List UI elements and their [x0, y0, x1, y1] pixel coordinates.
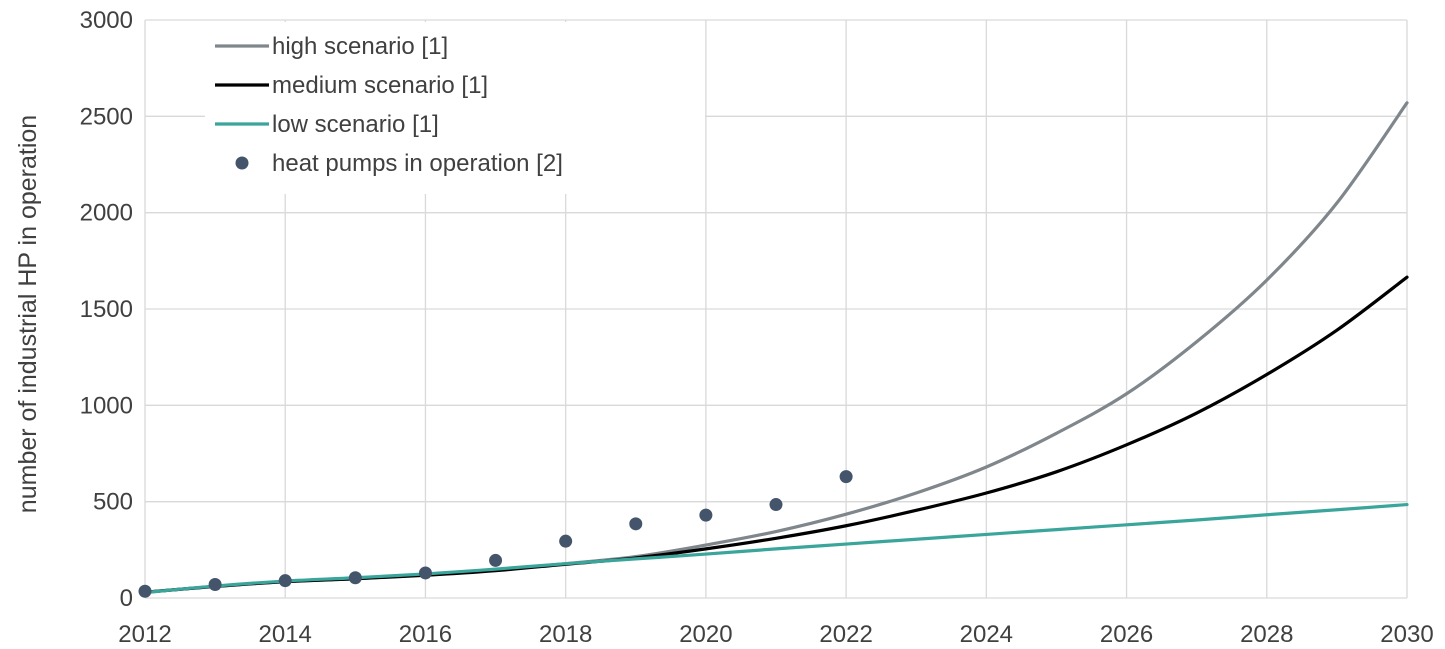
data-point-2014 [278, 574, 292, 588]
data-point-2017 [489, 553, 503, 567]
data-point-2012 [138, 584, 152, 598]
x-tick-label: 2026 [1100, 621, 1153, 648]
x-tick-label: 2016 [399, 621, 452, 648]
legend-background [205, 22, 705, 194]
x-tick-label: 2012 [118, 621, 171, 648]
data-point-2013 [208, 578, 222, 592]
legend-swatch [235, 156, 249, 170]
y-tick-label: 2500 [80, 103, 133, 130]
data-point-2019 [629, 517, 643, 531]
x-tick-label: 2024 [960, 621, 1013, 648]
legend-label: low scenario [1] [272, 111, 439, 138]
series [138, 101, 1409, 598]
legend-entry-high-scenario-1: high scenario [1] [215, 33, 448, 60]
legend-entry-low-scenario-1: low scenario [1] [215, 111, 439, 138]
y-tick-label: 1000 [80, 392, 133, 419]
legend-label: high scenario [1] [272, 33, 448, 60]
data-point-2021 [769, 498, 783, 512]
legend-label: medium scenario [1] [272, 72, 488, 99]
x-tick-label: 2020 [679, 621, 732, 648]
data-point-2020 [699, 508, 713, 522]
series-low-scenario-1 [143, 502, 1409, 595]
x-tick-label: 2014 [259, 621, 312, 648]
legend-entry-medium-scenario-1: medium scenario [1] [215, 72, 488, 99]
y-tick-label: 1500 [80, 296, 133, 323]
legend: high scenario [1] medium scenario [1] low … [215, 33, 563, 177]
x-tick-label: 2018 [539, 621, 592, 648]
y-axis: 0 500 1000 1500 2000 2500 3000 [80, 7, 133, 612]
y-tick-label: 2000 [80, 200, 133, 227]
legend-entry-heat-pumps-in-operation-2: heat pumps in operation [2] [235, 150, 563, 177]
data-point-2018 [559, 534, 573, 548]
y-tick-label: 500 [93, 489, 133, 516]
data-point-2015 [348, 571, 362, 585]
data-point-2022 [839, 470, 853, 484]
legend-label: heat pumps in operation [2] [272, 150, 563, 177]
y-tick-label: 3000 [80, 7, 133, 34]
x-axis: 2012 2014 2016 2018 2020 2022 2024 2026 2028 2030 [118, 621, 1433, 648]
x-tick-label: 2022 [819, 621, 872, 648]
series-heat-pumps-in-operation-2 [138, 470, 853, 598]
x-tick-label: 2030 [1380, 621, 1433, 648]
y-axis-label: number of industrial HP in operation [14, 115, 42, 513]
y-tick-label: 0 [120, 585, 133, 612]
x-tick-label: 2028 [1240, 621, 1293, 648]
series-line-low-scenario-1 [143, 502, 1409, 595]
data-point-2016 [418, 566, 432, 580]
